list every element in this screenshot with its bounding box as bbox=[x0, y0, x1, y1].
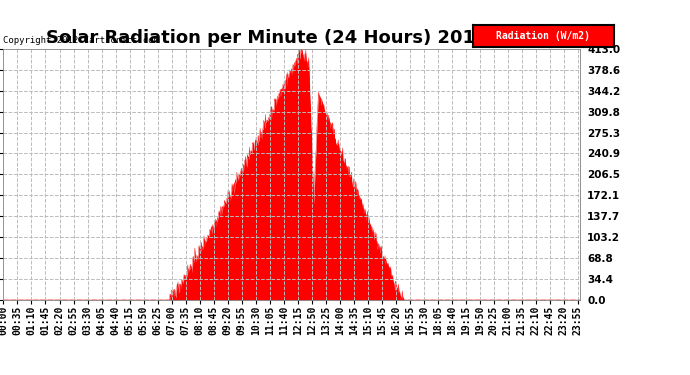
Text: Radiation (W/m2): Radiation (W/m2) bbox=[496, 31, 591, 41]
Text: Copyright 2012 Cartronics.com: Copyright 2012 Cartronics.com bbox=[3, 36, 159, 45]
Title: Solar Radiation per Minute (24 Hours) 20121128: Solar Radiation per Minute (24 Hours) 20… bbox=[46, 29, 538, 47]
